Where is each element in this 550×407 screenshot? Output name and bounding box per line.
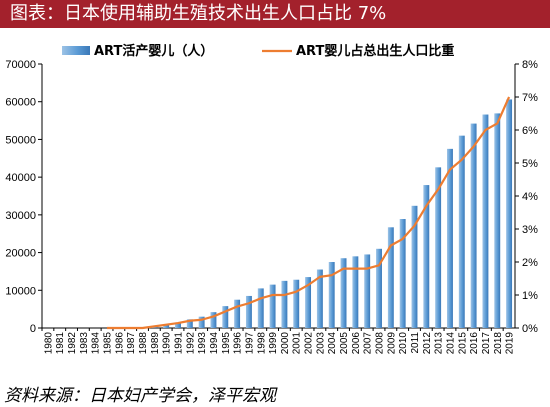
bar (269, 284, 276, 328)
bar (458, 135, 465, 328)
y-tick-label-left: 60000 (5, 97, 36, 109)
bar (293, 279, 300, 328)
x-tick-label: 1997 (244, 332, 255, 355)
x-tick-label: 2015 (457, 332, 468, 355)
bar (364, 254, 371, 328)
x-tick-label: 2006 (351, 332, 362, 355)
series-line (107, 96, 511, 330)
y-tick-label-left: 0 (30, 323, 36, 335)
bar (175, 323, 181, 328)
x-tick-label: 2019 (505, 332, 516, 355)
x-tick-label: 2008 (375, 332, 386, 355)
chart-svg: 0 10000 20000 30000 40000 50000 60000 70000 0% 1%… (5, 43, 538, 354)
bar (222, 306, 229, 328)
x-tick-label: 1999 (268, 332, 279, 355)
x-tick-label: 2005 (339, 332, 350, 355)
bar (435, 167, 442, 328)
bar (494, 113, 501, 328)
legend-label-line: ART婴儿占总出生人口比重 (296, 43, 454, 59)
x-tick-label: 2010 (398, 332, 409, 355)
x-tick-label: 1986 (114, 332, 125, 355)
x-tick-label: 2018 (493, 332, 504, 355)
x-tick-label: 1992 (185, 332, 196, 355)
x-tick-label: 1991 (173, 332, 184, 355)
bar (198, 316, 205, 328)
y-tick-label-right: 1% (522, 290, 538, 302)
x-tick-label: 1988 (138, 332, 149, 355)
y-tick-label-right: 5% (522, 158, 538, 170)
bar (257, 288, 264, 328)
bar (234, 299, 241, 328)
x-tick-label: 1998 (256, 332, 267, 355)
x-tick-label: 1981 (55, 332, 66, 355)
y-tick-label-right: 4% (522, 191, 538, 203)
x-tick-label: 2016 (469, 332, 480, 355)
y-tick-label-right: 3% (522, 224, 538, 236)
x-tick-label: 2017 (481, 332, 492, 355)
y-tick-label-left: 40000 (5, 172, 36, 184)
y-tick-label-right: 6% (522, 125, 538, 137)
x-tick-label: 2011 (410, 332, 421, 354)
x-tick-label: 2009 (386, 332, 397, 355)
y-tick-label-right: 0% (522, 323, 538, 335)
x-tick-label: 1994 (209, 332, 220, 355)
bar (387, 227, 394, 328)
bar (506, 99, 513, 328)
x-tick-label: 2003 (315, 332, 326, 355)
x-tick-label: 1993 (197, 332, 208, 355)
y-tick-label-left: 50000 (5, 134, 36, 146)
x-tick-label: 1989 (150, 332, 161, 355)
bar (423, 185, 430, 328)
bar (245, 295, 252, 328)
x-tick-label: 2004 (327, 332, 338, 355)
x-tick-label: 2007 (363, 332, 374, 355)
legend-label-bar: ART活产婴儿（人） (94, 43, 213, 59)
y-tick-label-left: 10000 (5, 285, 36, 297)
x-tick-label: 2002 (304, 332, 315, 355)
bar (376, 248, 382, 328)
x-tick-label: 2014 (445, 332, 456, 355)
x-tick-label: 2000 (280, 332, 291, 355)
bar (305, 277, 312, 328)
bar (399, 219, 406, 328)
x-tick-label: 1983 (79, 332, 90, 355)
y-tick-label-left: 20000 (5, 248, 36, 260)
x-tick-label: 1982 (67, 332, 78, 355)
bar (447, 148, 453, 328)
source-note: 资料来源：日本妇产学会，泽平宏观 (4, 386, 276, 406)
bar (352, 256, 359, 328)
bar (482, 114, 489, 328)
y-tick-label-right: 8% (522, 59, 538, 71)
x-tick-label: 2001 (292, 332, 303, 355)
x-tick-label: 1996 (233, 332, 244, 355)
x-tick-label: 1984 (91, 332, 102, 355)
bar (328, 262, 335, 328)
y-tick-label-right: 7% (522, 92, 538, 104)
bar (470, 123, 477, 329)
bar (316, 269, 323, 328)
y-tick-label-left: 70000 (5, 59, 36, 71)
bar (340, 258, 347, 328)
x-tick-label: 1987 (126, 332, 137, 355)
bar (411, 205, 418, 328)
plot-area: 0 10000 20000 30000 40000 50000 60000 70000 0% 1%… (5, 43, 538, 354)
x-tick-label: 1985 (103, 332, 114, 355)
y-tick-label-left: 30000 (5, 210, 36, 222)
x-tick-label: 1980 (43, 332, 54, 355)
bar (210, 312, 217, 328)
bar (281, 280, 288, 328)
legend-swatch-bar (62, 46, 90, 55)
chart-title: 图表：日本使用辅助生殖技术出生人口占比 7% (0, 0, 550, 28)
x-tick-label: 1995 (221, 332, 232, 355)
bar (163, 324, 170, 328)
bar (186, 319, 193, 328)
y-tick-label-right: 2% (522, 257, 538, 269)
x-tick-label: 2012 (422, 332, 433, 355)
x-tick-label: 1990 (162, 332, 173, 355)
x-tick-label: 2013 (434, 332, 445, 355)
